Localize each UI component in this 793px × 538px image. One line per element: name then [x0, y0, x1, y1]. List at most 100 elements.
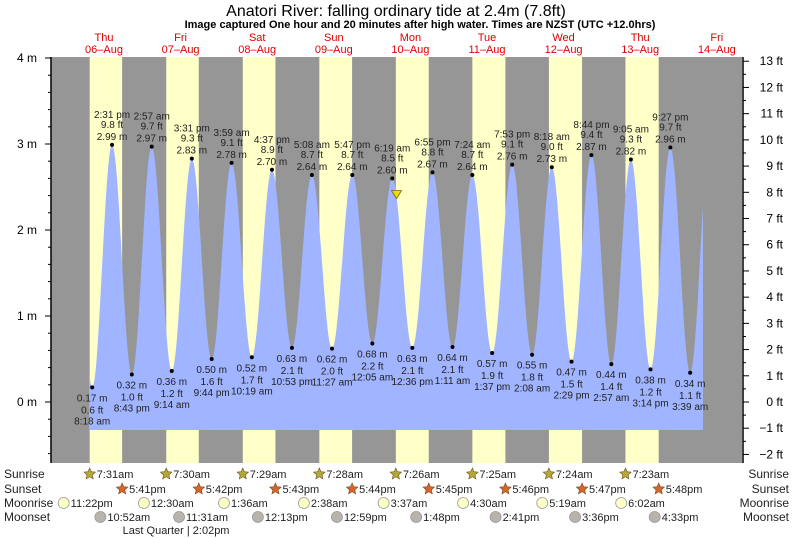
right-tick-label: 11 ft	[761, 107, 784, 121]
tide-time: 7:53 pm	[494, 130, 530, 141]
day-date: 14–Aug	[698, 44, 736, 56]
tide-height-ft: 2.0 ft	[321, 367, 343, 378]
moonrise-moon-icon	[377, 497, 390, 509]
right-tick-label: 1 ft	[766, 369, 783, 383]
moonset-row-label-left: Moonset	[4, 510, 51, 524]
tide-height-ft: 1.8 ft	[521, 373, 543, 384]
axes: 4 m 3 m 2 m 1 m 0 m 13 ft 12 ft 11 ft 10 ft 9 ft 8…	[17, 51, 784, 463]
tide-dot	[510, 162, 515, 167]
tide-height-ft: 1.4 ft	[600, 382, 622, 393]
day-date: 12–Aug	[545, 44, 583, 56]
tide-time: 8:43 pm	[114, 403, 150, 414]
tide-height-m: 0.52 m	[237, 363, 268, 374]
moonset-time: 10:52am	[107, 512, 150, 524]
sunset-row-label-left: Sunset	[4, 482, 42, 496]
tide-height-ft: 8.7 ft	[341, 150, 363, 161]
high-tide-point: 7:53 pm9.1 ft2.76 m	[494, 130, 530, 167]
sunrise-time: 7:23am	[632, 469, 669, 481]
high-tide-point: 9:05 am9.3 ft2.82 m	[613, 124, 649, 162]
moonset-time: 4:33pm	[662, 512, 699, 524]
tide-dot	[289, 345, 294, 350]
moonset-time: 12:13pm	[265, 512, 308, 524]
left-tick-label: 2 m	[17, 223, 37, 237]
tide-dot	[330, 346, 335, 351]
tide-height-ft: 9.4 ft	[580, 130, 602, 141]
sunset-star-icon	[115, 482, 129, 495]
tide-time: 12:36 pm	[391, 377, 433, 388]
tide-dot	[470, 172, 475, 177]
right-tick-label: 3 ft	[766, 316, 783, 330]
tide-height-m: 0.47 m	[556, 368, 587, 379]
low-tide-point: 0.32 m1.0 ft8:43 pm	[114, 372, 150, 414]
tide-dot	[390, 176, 395, 181]
tide-dot	[628, 157, 633, 162]
high-tide-point: 5:08 am8.7 ft2.64 m	[294, 140, 330, 177]
tide-dot	[648, 367, 653, 372]
tide-extremes: 0.17 m0.6 ft8:18 am2:31 pm9.8 ft2.99 m0.…	[74, 110, 708, 428]
high-tide-point: 8:44 pm9.4 ft2.87 m	[573, 120, 610, 158]
tide-time: 3:39 am	[672, 402, 708, 413]
sunrise-time: 7:30am	[173, 469, 210, 481]
high-tide-point: 6:19 am8.5 ft2.60 m	[374, 143, 410, 181]
low-tide-point: 0.55 m1.8 ft2:08 am	[514, 352, 550, 395]
moonrise-row-label-left: Moonrise	[4, 496, 54, 510]
tide-time: 11:27 am	[312, 378, 353, 389]
sunrise-star-icon	[542, 467, 556, 480]
low-tide-point: 0.44 m1.4 ft2:57 am	[593, 362, 629, 404]
moonset-time: 2:41pm	[503, 512, 540, 524]
tide-height-ft: 2.1 ft	[441, 365, 463, 376]
tide-height-m: 0.62 m	[317, 355, 348, 366]
tide-area	[89, 144, 703, 430]
tide-time: 8:44 pm	[573, 120, 609, 131]
sunrise-time: 7:24am	[556, 469, 593, 481]
tide-dot	[129, 372, 134, 377]
sunrise-time: 7:26am	[403, 469, 440, 481]
high-tide-point: 3:31 pm9.3 ft2.83 m	[174, 124, 210, 161]
tide-height-m: 0.36 m	[156, 377, 187, 388]
moonrise-moon-icon	[137, 497, 150, 509]
tide-height-m: 0.64 m	[437, 353, 468, 364]
day-name: Wed	[552, 32, 574, 44]
tide-height-ft: 1.6 ft	[201, 377, 223, 388]
moonset-time: 3:36pm	[582, 512, 619, 524]
tide-time: 3:14 pm	[632, 398, 668, 409]
tide-dot	[609, 362, 614, 367]
moonrise-moon-icon	[536, 497, 549, 509]
tide-time: 2:29 pm	[553, 391, 589, 402]
moonset-time: 11:31am	[186, 512, 228, 524]
sunrise-time: 7:29am	[250, 469, 287, 481]
tide-dot	[229, 160, 234, 165]
tide-dot	[309, 172, 314, 177]
right-tick-label: 13 ft	[760, 54, 784, 68]
left-tick-label: 3 m	[17, 137, 37, 151]
day-date: 07–Aug	[162, 44, 200, 56]
tide-height-ft: 8.9 ft	[261, 145, 283, 156]
tide-time: 2:31 pm	[94, 110, 130, 121]
low-tide-point: 0.64 m2.1 ft1:11 am	[435, 344, 470, 387]
day-name: Fri	[710, 32, 723, 44]
tide-height-ft: 8.8 ft	[421, 147, 443, 158]
high-tide-point: 5:47 pm8.7 ft2.64 m	[334, 140, 370, 177]
moonrise-time: 4:30am	[470, 498, 507, 510]
tide-dot	[110, 142, 115, 147]
current-tide-marker-icon	[390, 190, 403, 200]
tide-height-ft: 2.1 ft	[401, 366, 423, 377]
moonrise-moon-icon	[218, 497, 230, 509]
tide-time: 1:37 pm	[474, 382, 510, 393]
tide-height-ft: 9.8 ft	[101, 120, 123, 131]
tide-time: 9:44 pm	[194, 388, 230, 399]
sunrise-star-icon	[466, 467, 479, 480]
day-name: Sun	[324, 32, 344, 44]
tide-height-ft: 1.1 ft	[679, 391, 701, 402]
right-tick-label: 7 ft	[766, 212, 783, 226]
moonset-time: 1:48pm	[423, 512, 460, 524]
right-tick-label: 8 ft	[766, 185, 783, 199]
moonset-moon-icon	[331, 511, 343, 523]
sunrise-star-icon	[312, 467, 326, 480]
sunset-time: 5:45pm	[436, 484, 473, 496]
right-tick-label: 5 ft	[766, 264, 783, 278]
